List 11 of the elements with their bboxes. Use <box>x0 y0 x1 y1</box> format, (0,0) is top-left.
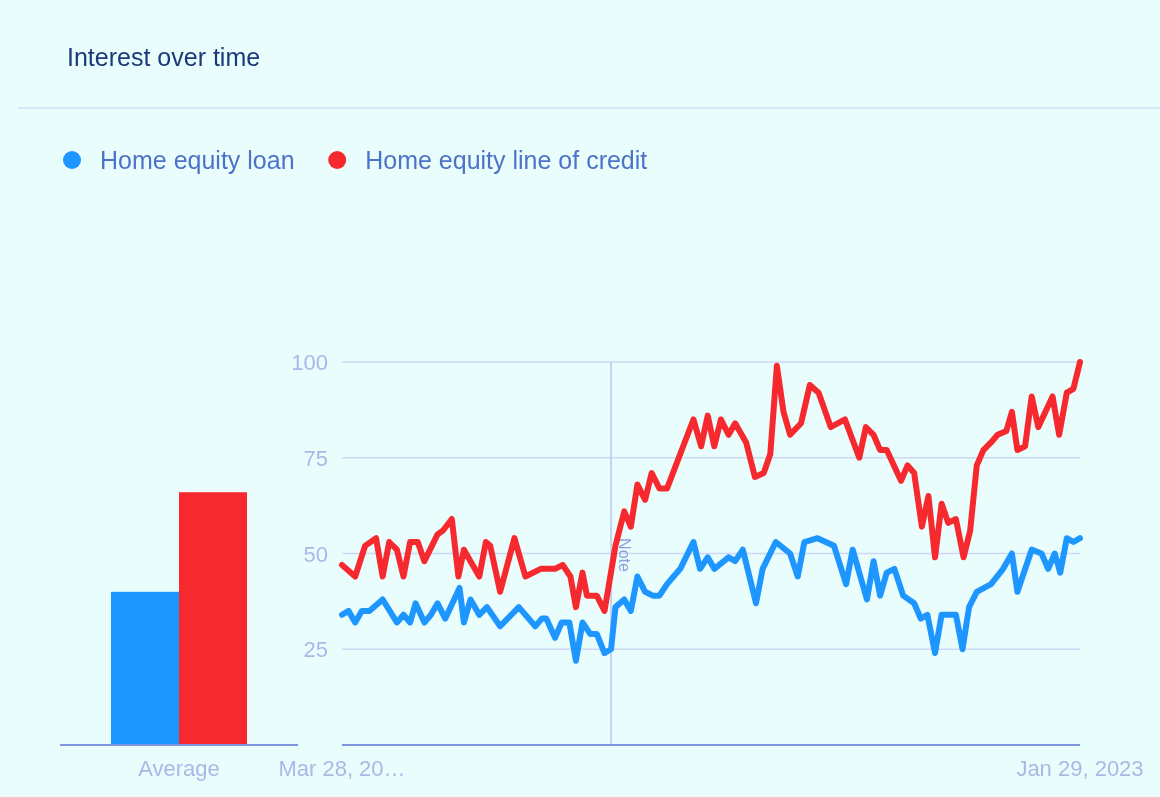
legend-label: Home equity line of credit <box>365 146 648 174</box>
legend-label: Home equity loan <box>100 146 295 174</box>
x-tick-label: Mar 28, 20… <box>278 756 406 781</box>
ref-line-label: Note <box>616 538 634 572</box>
chart-title: Interest over time <box>67 43 261 71</box>
y-tick-label: 100 <box>291 350 328 375</box>
y-tick-label: 25 <box>303 637 328 663</box>
x-tick-label: Average <box>138 756 220 781</box>
y-tick-label: 50 <box>303 541 328 567</box>
y-tick-label: 75 <box>303 445 328 471</box>
x-tick-label: Jan 29, 2023 <box>1016 756 1144 781</box>
